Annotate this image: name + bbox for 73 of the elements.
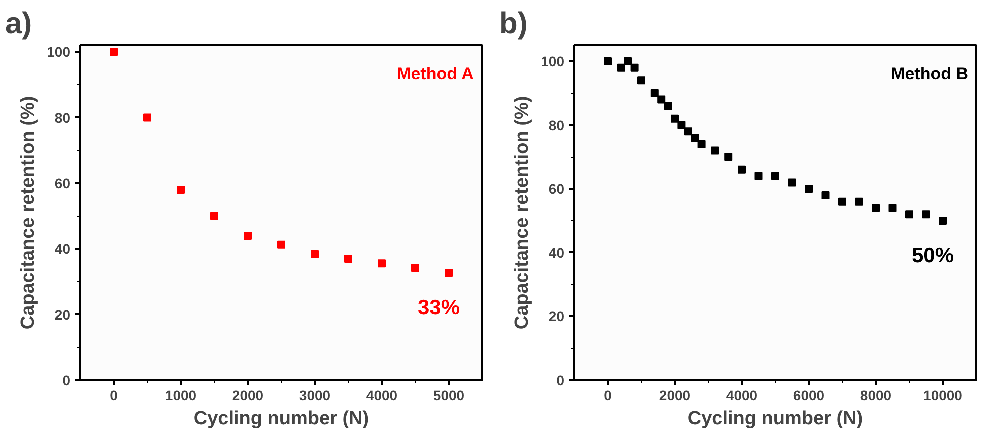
- point: [855, 198, 864, 206]
- point: [624, 57, 632, 66]
- x-tick-label: 2000: [232, 388, 264, 404]
- annotation: Method A: [397, 64, 474, 84]
- point: [638, 76, 646, 85]
- point: [378, 260, 386, 268]
- y-axis-title: Capacitance retention (%): [512, 96, 534, 330]
- y-tick-label: 100: [541, 53, 565, 70]
- y-tick-label: 80: [54, 110, 71, 126]
- point: [311, 250, 319, 258]
- point: [144, 114, 152, 122]
- point: [906, 210, 914, 219]
- point: [872, 204, 880, 212]
- point: [278, 240, 286, 249]
- x-tick-label: 10000: [924, 388, 963, 404]
- point: [772, 172, 780, 180]
- point: [650, 89, 659, 98]
- point: [888, 204, 897, 212]
- y-tick-label: 80: [548, 117, 565, 134]
- point: [754, 172, 763, 180]
- point: [698, 140, 706, 148]
- x-tick-label: 2000: [659, 388, 691, 404]
- point: [805, 185, 813, 194]
- point: [711, 146, 720, 155]
- chart-title: b): [500, 8, 528, 40]
- x-tick-label: 1000: [165, 388, 197, 404]
- point: [691, 134, 700, 142]
- x-tick-label: 5000: [433, 388, 465, 404]
- annotation: 33%: [418, 296, 460, 320]
- y-tick-label: 20: [54, 306, 71, 323]
- y-tick-label: 60: [548, 181, 565, 198]
- annotation: Method B: [891, 64, 969, 84]
- x-tick-label: 4000: [726, 388, 758, 404]
- x-tick-label: 3000: [299, 388, 331, 404]
- point: [671, 114, 679, 123]
- x-axis-title: Cycling number (N): [194, 408, 370, 430]
- y-tick-label: 40: [548, 244, 565, 261]
- annotation: 50%: [912, 244, 954, 268]
- point: [838, 198, 846, 206]
- y-tick-label: 20: [548, 308, 565, 325]
- point: [664, 102, 672, 110]
- x-tick-label: 8000: [860, 388, 892, 404]
- point: [678, 121, 686, 130]
- x-tick-label: 0: [110, 388, 118, 404]
- point: [244, 232, 252, 240]
- y-tick-label: 60: [54, 175, 71, 192]
- point: [822, 191, 830, 200]
- point: [110, 48, 118, 56]
- point: [684, 128, 692, 136]
- point: [738, 166, 746, 174]
- y-tick-label: 40: [54, 241, 71, 258]
- x-tick-label: 4000: [366, 388, 398, 404]
- y-tick-label: 0: [556, 372, 565, 388]
- point: [630, 64, 639, 72]
- point: [177, 186, 185, 194]
- point: [658, 96, 666, 104]
- point: [445, 269, 453, 278]
- y-tick-label: 0: [62, 372, 71, 388]
- point: [210, 212, 218, 220]
- point: [724, 153, 733, 162]
- y-tick-label: 100: [47, 44, 71, 60]
- point: [604, 57, 612, 66]
- point: [344, 254, 352, 263]
- point: [939, 216, 947, 225]
- x-tick-label: 6000: [793, 388, 825, 404]
- point: [617, 64, 626, 72]
- point: [922, 210, 930, 219]
- chart-title: a): [6, 8, 32, 40]
- x-tick-label: 0: [604, 388, 612, 404]
- point: [412, 264, 420, 272]
- y-axis-title: Capacitance retention (%): [18, 96, 40, 330]
- x-axis-title: Cycling number (N): [688, 408, 864, 430]
- point: [788, 178, 796, 187]
